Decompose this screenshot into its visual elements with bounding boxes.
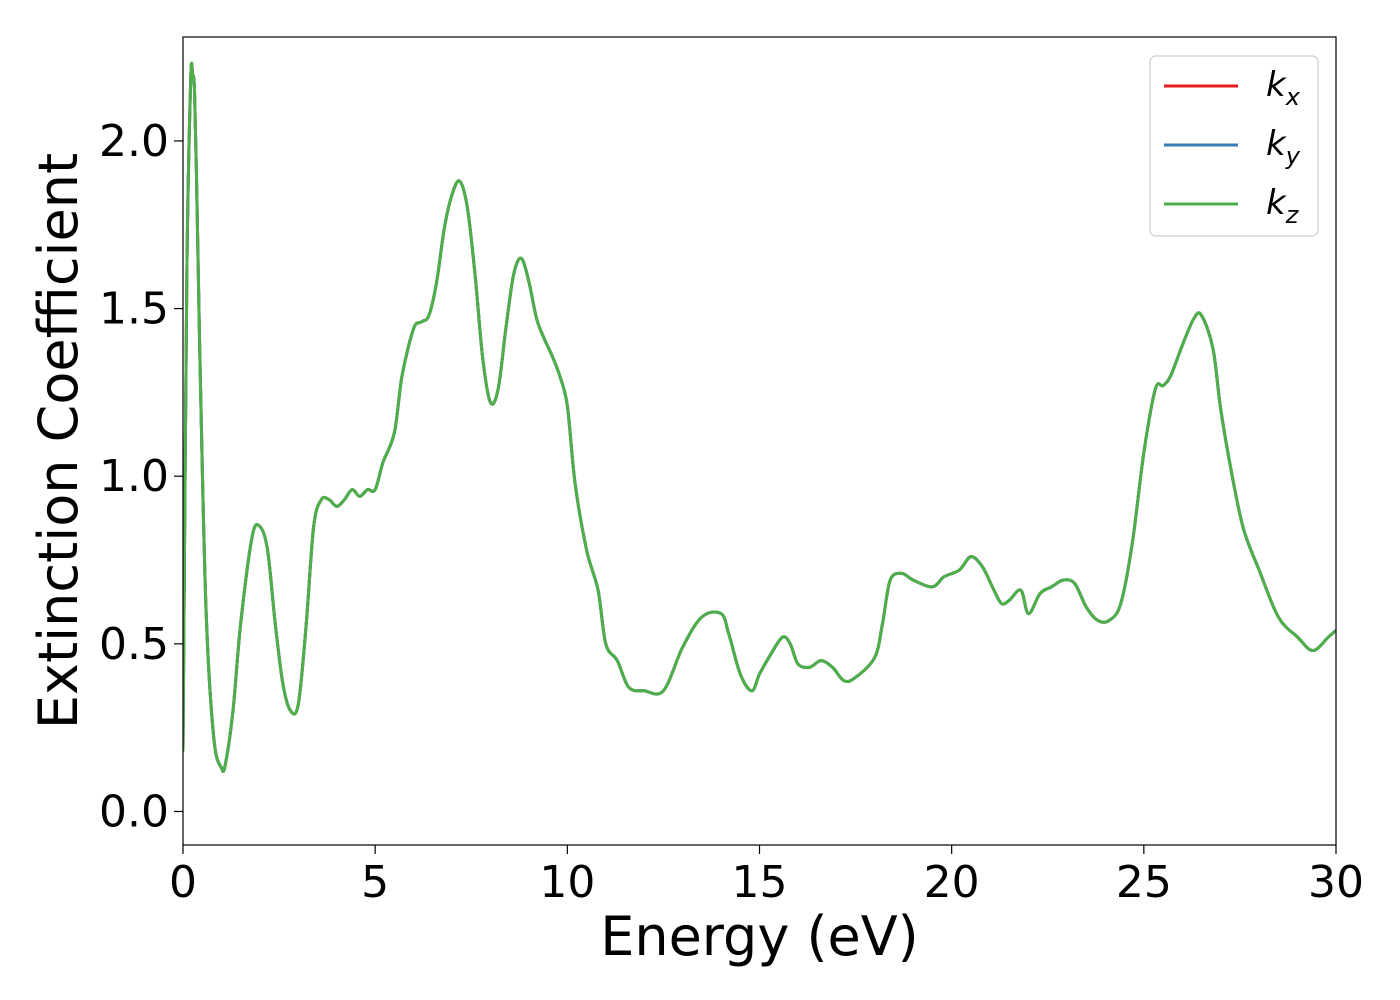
y-tick-label: 1.0 bbox=[99, 451, 169, 502]
y-axis-label: Extinction Coefficient bbox=[27, 153, 90, 729]
series-line-kz bbox=[183, 61, 1336, 773]
x-tick-label: 30 bbox=[1308, 857, 1364, 908]
y-tick-label: 2.0 bbox=[99, 116, 169, 167]
y-tick-label: 1.5 bbox=[99, 284, 169, 335]
x-tick-label: 10 bbox=[539, 857, 595, 908]
x-axis-label: Energy (eV) bbox=[600, 905, 919, 968]
y-tick-label: 0.5 bbox=[99, 619, 169, 670]
x-tick-label: 25 bbox=[1116, 857, 1172, 908]
y-tick-label: 0.0 bbox=[99, 786, 169, 837]
y-axis: 0.0 0.5 1.0 1.5 2.0 bbox=[99, 116, 183, 837]
series-layer bbox=[183, 61, 1336, 773]
legend-label-kz: kz bbox=[1266, 183, 1300, 229]
legend-entries: kx ky kz bbox=[1164, 65, 1301, 229]
x-tick-label: 15 bbox=[732, 857, 788, 908]
legend-label-kx: kx bbox=[1266, 65, 1301, 111]
legend: kx ky kz bbox=[1149, 55, 1319, 237]
x-tick-label: 5 bbox=[361, 857, 389, 908]
x-tick-label: 20 bbox=[924, 857, 980, 908]
x-tick-label: 0 bbox=[169, 857, 197, 908]
x-axis: 0 5 10 15 20 25 30 bbox=[169, 845, 1364, 908]
legend-label-ky: ky bbox=[1266, 124, 1301, 170]
